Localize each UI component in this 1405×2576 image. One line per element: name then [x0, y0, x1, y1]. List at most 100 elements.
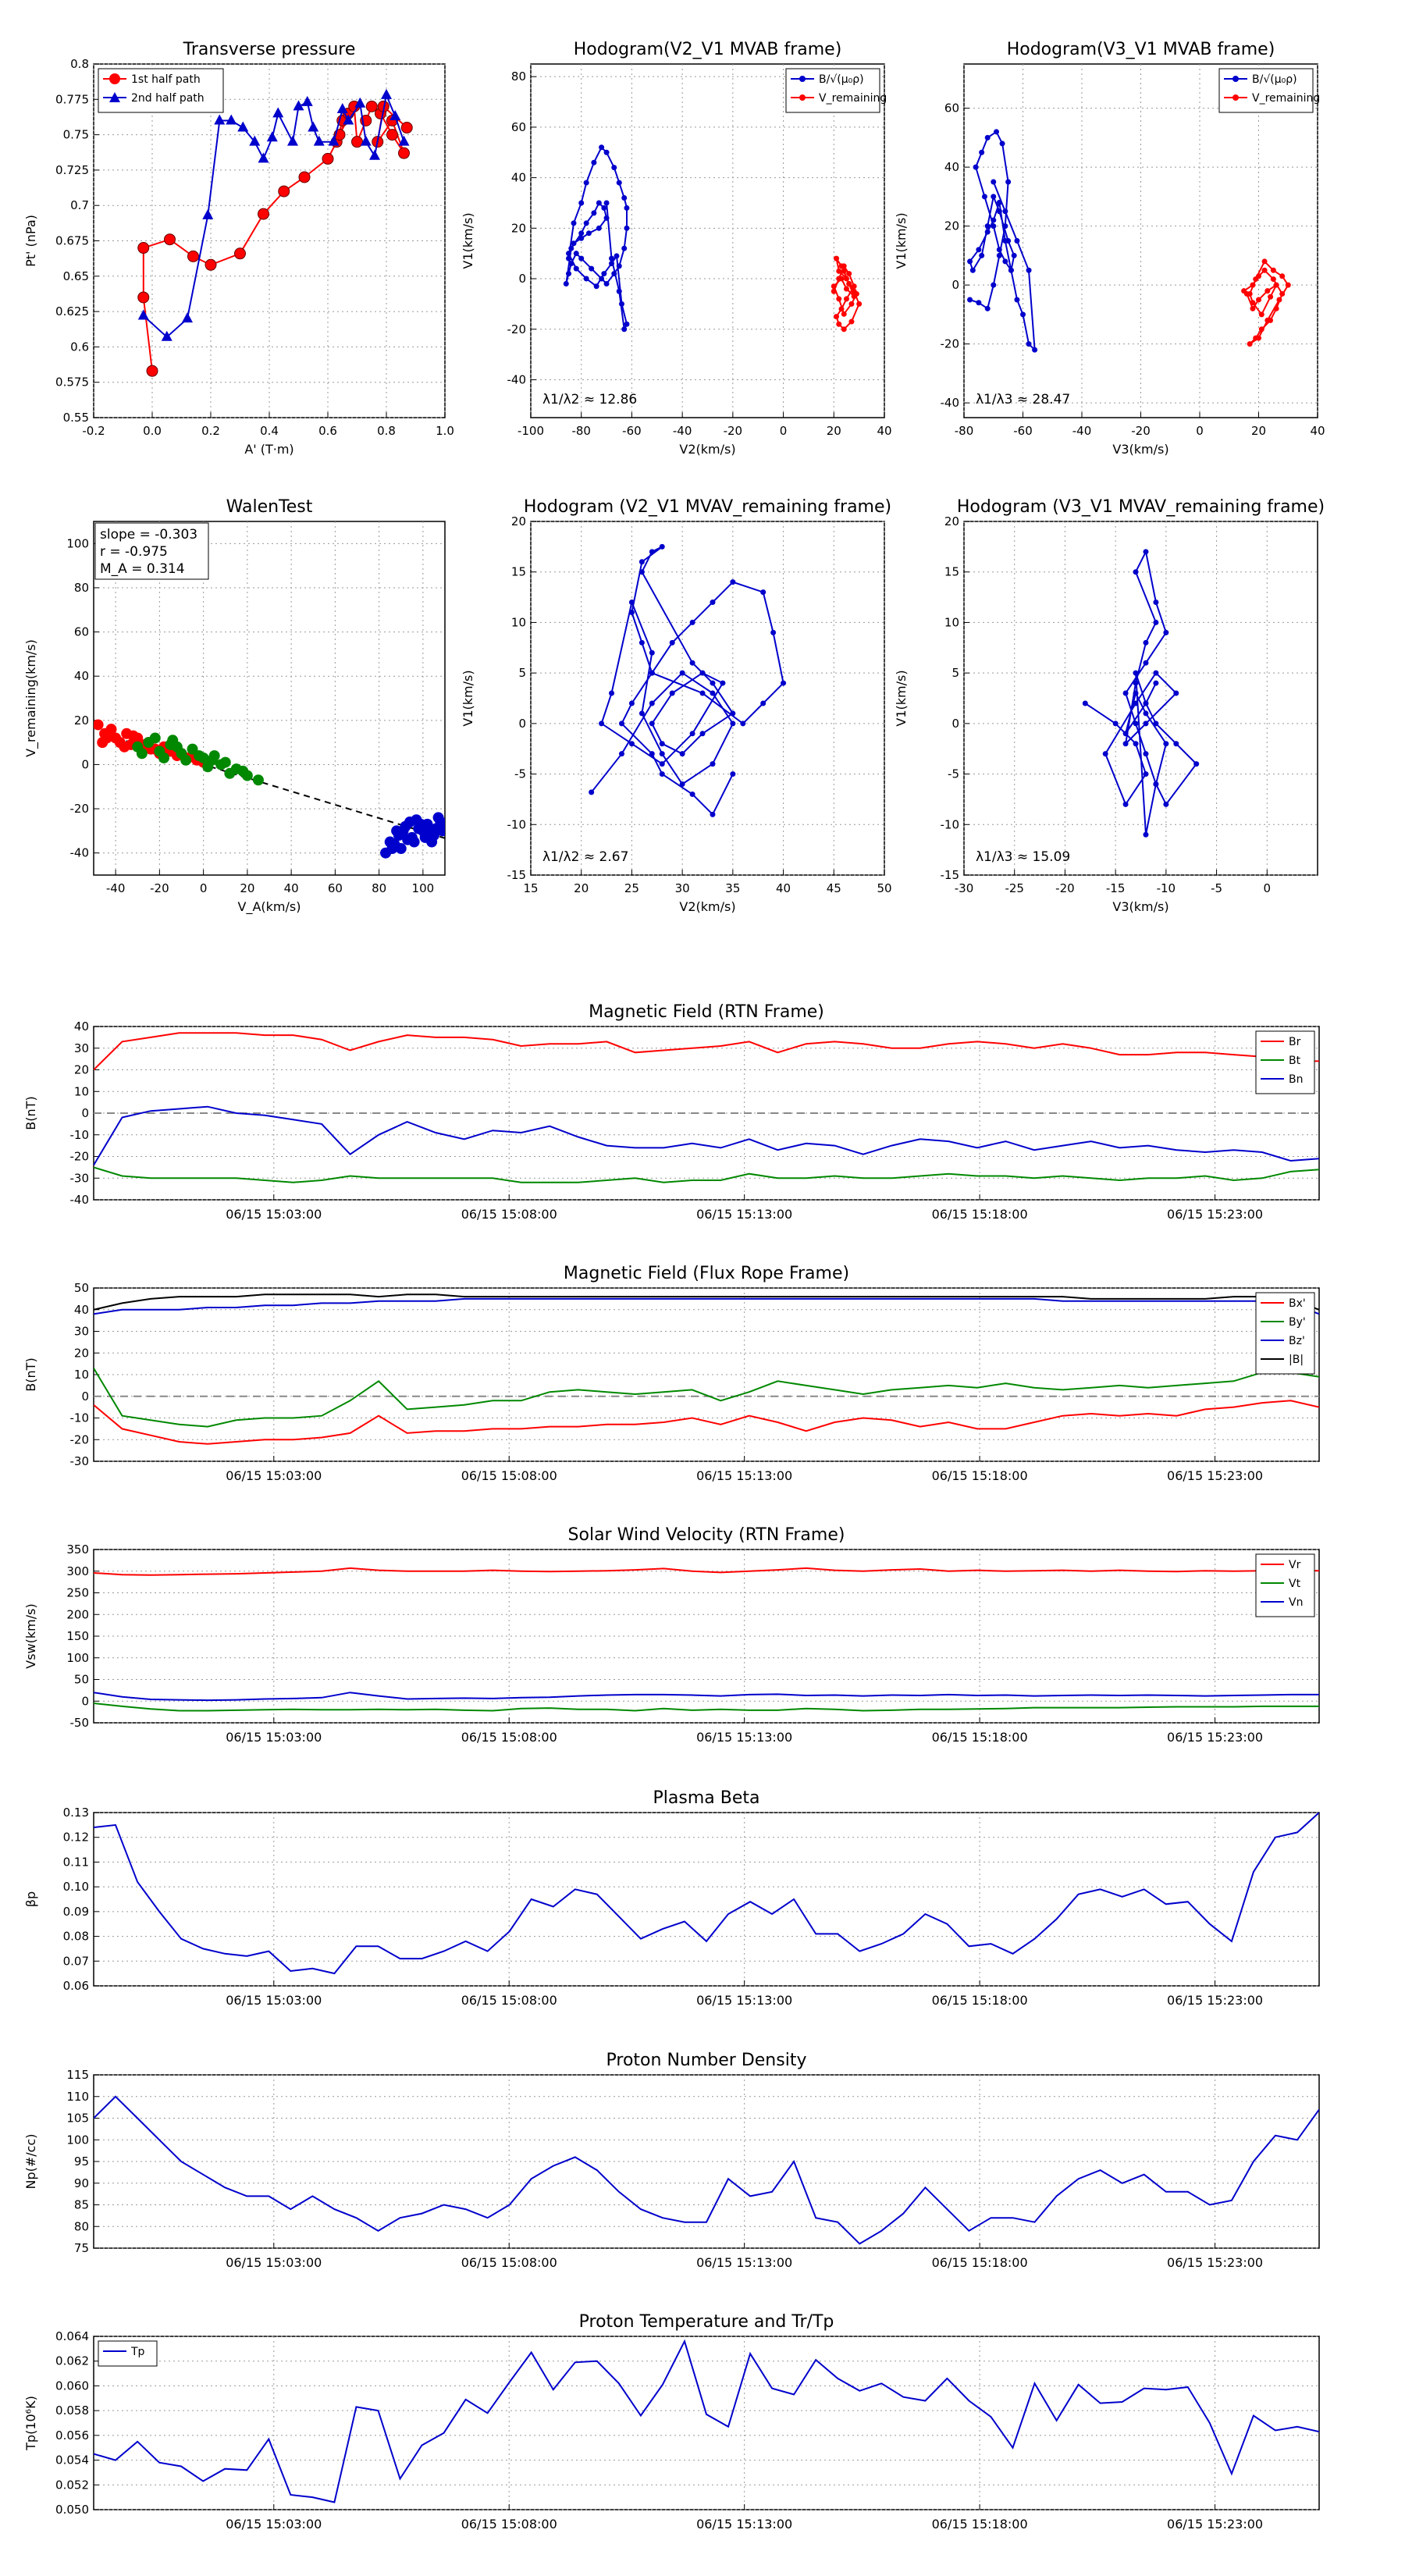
x-tick-label: 06/15 15:03:00 — [226, 2255, 322, 2270]
y-tick-label: 0.060 — [55, 2379, 89, 2393]
legend-label: Vn — [1289, 1596, 1303, 1609]
y-axis-label: V1(km/s) — [894, 670, 909, 726]
data-point — [278, 185, 290, 197]
data-point — [237, 765, 249, 777]
y-tick-label: 0.050 — [55, 2503, 89, 2517]
data-point — [596, 200, 602, 206]
data-point — [599, 720, 605, 727]
x-tick-label: -100 — [518, 424, 544, 438]
y-tick-label: 5 — [518, 666, 526, 680]
legend-label: 1st half path — [131, 73, 201, 86]
y-tick-label: 85 — [74, 2198, 89, 2212]
data-point — [836, 296, 842, 302]
x-axis-label: V2(km/s) — [679, 899, 735, 914]
data-point — [649, 549, 655, 555]
data-point — [616, 180, 622, 186]
y-tick-label: 0 — [81, 1694, 89, 1708]
data-point — [848, 301, 855, 307]
y-tick-label: 100 — [66, 536, 89, 550]
data-point — [834, 255, 840, 262]
y-tick-label: -15 — [941, 868, 960, 882]
data-point — [398, 135, 410, 146]
data-point — [603, 281, 610, 287]
y-tick-label: 10 — [74, 1084, 89, 1098]
plot-frame — [530, 63, 885, 418]
data-point — [730, 710, 736, 717]
eigenvalue-ratio: λ1/λ2 ≈ 2.67 — [542, 849, 628, 865]
x-tick-label: 06/15 15:13:00 — [696, 1730, 792, 1745]
data-point — [105, 724, 117, 735]
y-tick-label: 350 — [66, 1542, 89, 1557]
chart-title: Hodogram (V3_V1 MVAV_remaining frame) — [957, 497, 1325, 517]
x-tick-label: 0.2 — [201, 424, 220, 438]
chart-title: Solar Wind Velocity (RTN Frame) — [568, 1525, 845, 1545]
data-point — [1261, 267, 1268, 273]
data-point — [1153, 670, 1159, 676]
data-point — [1143, 751, 1149, 757]
data-point — [609, 261, 615, 267]
y-tick-label: 0.75 — [63, 128, 89, 142]
data-point — [1273, 282, 1279, 288]
x-tick-label: -10 — [1157, 881, 1176, 895]
plot-frame — [530, 521, 885, 876]
data-point — [831, 283, 837, 290]
y-tick-label: 20 — [74, 1063, 89, 1077]
data-point — [226, 114, 237, 125]
data-point — [624, 225, 630, 231]
series-line-beta — [94, 1813, 1319, 1975]
data-point — [730, 579, 736, 585]
data-point — [137, 242, 150, 254]
panel-ts1: Magnetic Field (RTN Frame) -40 -30 -20 -10 0 1… — [23, 1002, 1320, 1222]
y-axis-label: V1(km/s) — [461, 670, 475, 726]
eigenvalue-ratio: λ1/λ3 ≈ 15.09 — [976, 849, 1070, 865]
data-point — [834, 314, 840, 320]
series-line-B — [94, 1293, 1319, 1311]
y-tick-label: -5 — [514, 767, 526, 781]
data-point — [838, 263, 845, 269]
data-point — [996, 247, 1002, 253]
x-tick-label: -15 — [1106, 881, 1126, 895]
x-axis-label: A' (T·m) — [244, 442, 293, 457]
data-point — [699, 690, 706, 696]
data-point — [994, 129, 1000, 135]
y-tick-label: -10 — [70, 1128, 90, 1142]
data-point — [851, 283, 857, 290]
y-axis-label: Pt' (nPa) — [23, 215, 38, 267]
data-point — [393, 830, 404, 841]
x-tick-label: 06/15 15:08:00 — [461, 2517, 557, 2532]
data-point — [846, 281, 852, 287]
y-tick-label: 0.7 — [70, 198, 89, 212]
data-point — [354, 97, 366, 108]
x-tick-label: 06/15 15:08:00 — [461, 1730, 557, 1745]
data-point — [206, 754, 218, 766]
y-tick-label: 0.09 — [63, 1905, 89, 1919]
data-point — [984, 223, 991, 229]
legend-marker — [1232, 94, 1239, 101]
x-tick-label: 06/15 15:03:00 — [226, 1468, 322, 1483]
data-point — [591, 159, 597, 165]
data-point — [180, 754, 192, 766]
data-point — [1143, 549, 1149, 555]
data-point — [710, 600, 716, 606]
legend-label: Tp — [130, 2346, 145, 2358]
y-tick-label: -5 — [948, 767, 959, 781]
y-tick-label: 0.058 — [55, 2403, 89, 2418]
data-point — [967, 297, 973, 303]
y-tick-label: -15 — [507, 868, 527, 882]
data-point — [1133, 700, 1139, 706]
data-point — [618, 751, 624, 757]
data-point — [659, 741, 665, 747]
data-point — [398, 147, 410, 159]
y-tick-label: -20 — [941, 337, 960, 351]
x-tick-label: 1.0 — [436, 424, 454, 438]
x-tick-label: 60 — [328, 881, 343, 895]
y-tick-label: 5 — [951, 666, 959, 680]
data-point — [272, 107, 284, 118]
data-point — [843, 286, 849, 292]
series-line-2ndhalfpath — [143, 92, 405, 339]
y-tick-label: 100 — [66, 1651, 89, 1665]
data-point — [137, 309, 149, 320]
x-tick-label: 0.6 — [318, 424, 337, 438]
y-tick-label: -40 — [70, 846, 90, 860]
data-point — [730, 720, 736, 727]
